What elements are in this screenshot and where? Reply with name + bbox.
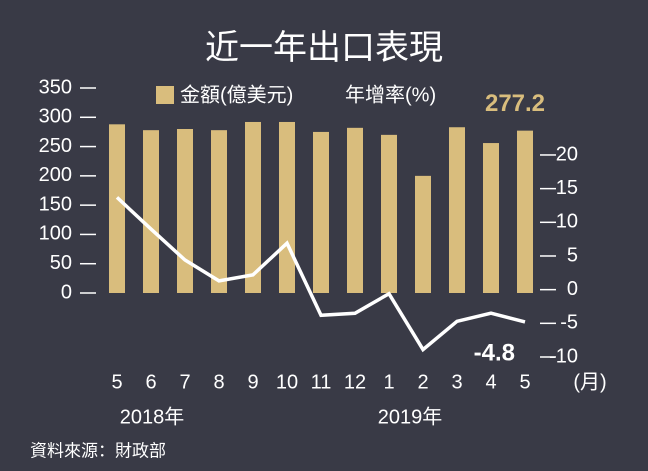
x-tick-label: 4 <box>485 371 496 393</box>
value-label: -4.8 <box>474 339 515 366</box>
y2-tick-label: 10 <box>556 211 578 233</box>
x-tick-label: 8 <box>213 371 224 393</box>
chart-title: 近一年出口表現 <box>205 29 443 67</box>
y2-tick-label: 20 <box>556 143 578 165</box>
y2-tick-label: 0 <box>567 278 578 300</box>
value-label: 277.2 <box>485 90 545 117</box>
year-label: 2018年 <box>120 405 185 428</box>
bar <box>245 121 261 293</box>
y-tick-label: 150 <box>39 193 72 215</box>
bar <box>177 129 193 293</box>
y2-tick-label: -5 <box>560 312 578 334</box>
line <box>115 196 526 353</box>
x-tick-label: 5 <box>111 371 122 393</box>
bar <box>483 143 499 293</box>
y-tick-label: 200 <box>39 164 72 186</box>
y2-tick-label: 15 <box>556 177 578 199</box>
x-tick-label: 7 <box>179 371 190 393</box>
bar <box>313 131 329 293</box>
x-tick-label: 3 <box>451 371 462 393</box>
bar <box>449 127 465 293</box>
y-tick-label: 250 <box>39 135 72 157</box>
x-tick-label: 12 <box>344 371 366 393</box>
legend-swatch <box>156 86 174 104</box>
bar <box>211 130 227 293</box>
bar <box>347 127 363 293</box>
x-tick-label: 9 <box>247 371 258 393</box>
legend-label: 年增率(%) <box>345 83 436 106</box>
bar <box>517 130 533 293</box>
x-tick-label: 10 <box>276 371 298 393</box>
y2-tick-label: 5 <box>567 244 578 266</box>
x-tick-label: 2 <box>417 371 428 393</box>
y-tick-label: 50 <box>50 252 72 274</box>
x-unit: (月) <box>573 371 606 393</box>
x-tick-label: 1 <box>383 371 394 393</box>
legend-label: 金額(億美元) <box>180 83 293 106</box>
y2-tick-label: -10 <box>549 345 578 367</box>
y-tick-label: 350 <box>39 76 72 98</box>
bar <box>415 175 431 293</box>
y-tick-label: 100 <box>39 223 72 245</box>
bar <box>143 130 159 293</box>
x-tick-label: 11 <box>311 371 332 393</box>
year-label: 2019年 <box>378 405 443 428</box>
x-tick-label: 6 <box>145 371 156 393</box>
bar <box>109 124 125 293</box>
y-tick-label: 0 <box>61 281 72 303</box>
bar <box>381 134 397 293</box>
x-tick-label: 5 <box>519 371 530 393</box>
bar <box>279 121 295 293</box>
y-tick-label: 300 <box>39 106 72 128</box>
source: 資料來源：財政部 <box>30 441 166 460</box>
